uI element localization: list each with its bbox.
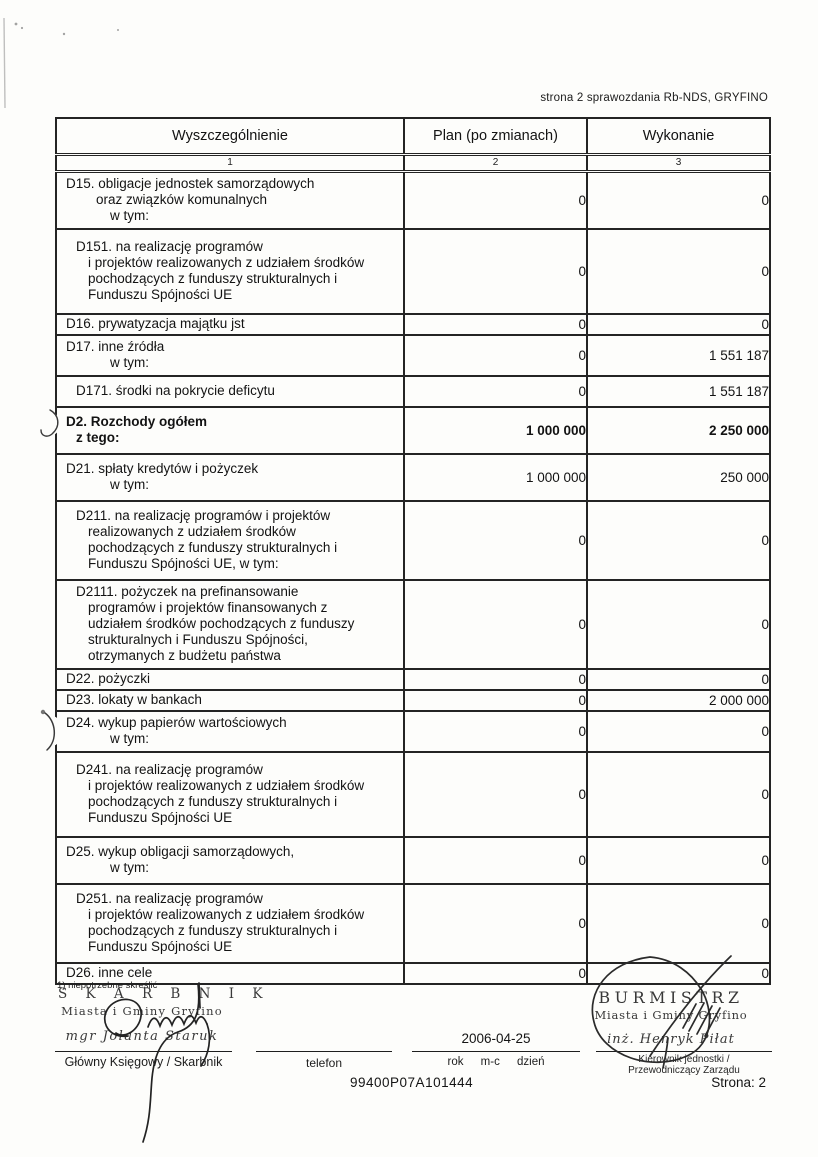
column-header-plan: Plan (po zmianach) bbox=[403, 117, 588, 156]
page-number: Strona: 2 bbox=[711, 1075, 766, 1090]
wykonanie-value: 0 bbox=[586, 836, 771, 885]
table-row: D2111. pożyczek na prefinansowanie progra… bbox=[55, 579, 771, 670]
wykonanie-value: 1 551 187 bbox=[586, 375, 771, 408]
table-row: D24. wykup papierów wartościowych w tym: 0… bbox=[55, 710, 771, 753]
row-label: D16. prywatyzacja majątku jst bbox=[55, 313, 405, 336]
row-label: D26. inne cele bbox=[55, 962, 405, 985]
treasurer-stamp-title: S K A R B N I K bbox=[58, 986, 270, 1002]
plan-value: 0 bbox=[403, 962, 588, 985]
table-row: D2. Rozchody ogółem z tego: 1 000 000 2 250… bbox=[55, 406, 771, 455]
treasurer-role-label: Główny Księgowy / Skarbnik bbox=[64, 1055, 223, 1069]
row-label: D171. środki na pokrycie deficytu bbox=[55, 375, 405, 408]
treasurer-signature-line bbox=[55, 1051, 232, 1052]
wykonanie-value: 250 000 bbox=[586, 453, 771, 502]
treasurer-stamp: S K A R B N I K Miasta i Gminy Gryfino m… bbox=[58, 986, 270, 1044]
mayor-stamp-title: BURMISTRZ bbox=[598, 988, 744, 1007]
table-row: D15. obligacje jednostek samorządowych or… bbox=[55, 170, 771, 230]
column-number-3: 3 bbox=[586, 153, 771, 173]
table-row: D25. wykup obligacji samorządowych, w tym… bbox=[55, 836, 771, 885]
table-row: D251. na realizację programów i projektów… bbox=[55, 883, 771, 964]
column-header-wyszczegolnienie: Wyszczególnienie bbox=[55, 117, 405, 156]
table-row: D23. lokaty w bankach 0 2 000 000 bbox=[55, 689, 771, 712]
plan-value: 0 bbox=[403, 668, 588, 691]
row-label: D15. obligacje jednostek samorządowych or… bbox=[55, 170, 405, 230]
row-label: D22. pożyczki bbox=[55, 668, 405, 691]
wykonanie-value: 2 250 000 bbox=[586, 406, 771, 455]
plan-value: 0 bbox=[403, 500, 588, 581]
table-row: D211. na realizację programów i projektó… bbox=[55, 500, 771, 581]
plan-value: 0 bbox=[403, 313, 588, 336]
row-label: D2111. pożyczek na prefinansowanie progra… bbox=[55, 579, 405, 670]
mayor-stamp-name: inż. Henryk Piłat bbox=[607, 1032, 735, 1047]
plan-value: 0 bbox=[403, 836, 588, 885]
table-row: D241. na realizację programów i projektów… bbox=[55, 751, 771, 838]
row-label: D251. na realizację programów i projektów… bbox=[55, 883, 405, 964]
wykonanie-value: 0 bbox=[586, 751, 771, 838]
treasurer-stamp-name: mgr Jolanta Staruk bbox=[65, 1029, 219, 1044]
wykonanie-value: 0 bbox=[586, 962, 771, 985]
plan-value: 1 000 000 bbox=[403, 406, 588, 455]
table-body: D15. obligacje jednostek samorządowych or… bbox=[55, 170, 771, 985]
plan-value: 0 bbox=[403, 689, 588, 712]
table-header-row: Wyszczególnienie Plan (po zmianach) Wyko… bbox=[55, 117, 771, 156]
table-row: D22. pożyczki 0 0 bbox=[55, 668, 771, 691]
running-header: strona 2 sprawozdania Rb-NDS, GRYFINO bbox=[540, 92, 768, 104]
table-row: D21. spłaty kredytów i pożyczek w tym: 1 0… bbox=[55, 453, 771, 502]
row-label: D2. Rozchody ogółem z tego: bbox=[55, 406, 405, 455]
plan-value: 1 000 000 bbox=[403, 453, 588, 502]
column-header-wykonanie: Wykonanie bbox=[586, 117, 771, 156]
table-row: D16. prywatyzacja majątku jst 0 0 bbox=[55, 313, 771, 336]
row-label: D241. na realizację programów i projektów… bbox=[55, 751, 405, 838]
wykonanie-value: 0 bbox=[586, 170, 771, 230]
plan-value: 0 bbox=[403, 710, 588, 753]
plan-value: 0 bbox=[403, 375, 588, 408]
table-row: D17. inne źródła w tym: 0 1 551 187 bbox=[55, 334, 771, 377]
mayor-role-line1: Kierownik jednostki / bbox=[638, 1054, 730, 1065]
budget-table: Wyszczególnienie Plan (po zmianach) Wyko… bbox=[55, 117, 771, 985]
plan-value: 0 bbox=[403, 883, 588, 964]
mayor-stamp-org: Miasta i Gminy Gryfino bbox=[594, 1008, 748, 1022]
wykonanie-value: 1 551 187 bbox=[586, 334, 771, 377]
footnote: 1) niepotrzebne skreślić bbox=[57, 980, 158, 991]
row-label: D24. wykup papierów wartościowych w tym: bbox=[55, 710, 405, 753]
mayor-role-line2: Przewodniczący Zarządu bbox=[628, 1065, 740, 1076]
document-code: 99400P07A101444 bbox=[350, 1075, 474, 1090]
column-number-1: 1 bbox=[55, 153, 405, 173]
phone-label: telefon bbox=[305, 1056, 343, 1070]
mayor-signature-line bbox=[596, 1051, 772, 1052]
row-label: D21. spłaty kredytów i pożyczek w tym: bbox=[55, 453, 405, 502]
mayor-role-label: Kierownik jednostki / Przewodniczący Zar… bbox=[596, 1054, 772, 1076]
wykonanie-value: 0 bbox=[586, 579, 771, 670]
table-row: D26. inne cele 0 0 bbox=[55, 962, 771, 985]
plan-value: 0 bbox=[403, 334, 588, 377]
date-format-label: rok m-c dzień bbox=[447, 1056, 545, 1068]
wykonanie-value: 2 000 000 bbox=[586, 689, 771, 712]
row-label: D23. lokaty w bankach bbox=[55, 689, 405, 712]
mayor-stamp: BURMISTRZ Miasta i Gminy Gryfino inż. He… bbox=[583, 988, 759, 1047]
plan-value: 0 bbox=[403, 751, 588, 838]
column-number-2: 2 bbox=[403, 153, 588, 173]
table-row: D151. na realizację programów i projektów… bbox=[55, 228, 771, 315]
plan-value: 0 bbox=[403, 579, 588, 670]
plan-value: 0 bbox=[403, 228, 588, 315]
wykonanie-value: 0 bbox=[586, 500, 771, 581]
wykonanie-value: 0 bbox=[586, 883, 771, 964]
row-label: D211. na realizację programów i projektó… bbox=[55, 500, 405, 581]
column-number-row: 1 2 3 bbox=[55, 153, 771, 173]
treasurer-stamp-org: Miasta i Gminy Gryfino bbox=[61, 1004, 223, 1018]
wykonanie-value: 0 bbox=[586, 710, 771, 753]
plan-value: 0 bbox=[403, 170, 588, 230]
wykonanie-value: 0 bbox=[586, 668, 771, 691]
row-label: D25. wykup obligacji samorządowych, w tym… bbox=[55, 836, 405, 885]
row-label: D151. na realizację programów i projektów… bbox=[55, 228, 405, 315]
wykonanie-value: 0 bbox=[586, 228, 771, 315]
table-row: D171. środki na pokrycie deficytu 0 1 551 … bbox=[55, 375, 771, 408]
wykonanie-value: 0 bbox=[586, 313, 771, 336]
phone-line bbox=[256, 1051, 392, 1052]
report-date: 2006-04-25 bbox=[461, 1031, 531, 1046]
row-label: D17. inne źródła w tym: bbox=[55, 334, 405, 377]
date-line bbox=[412, 1051, 580, 1052]
